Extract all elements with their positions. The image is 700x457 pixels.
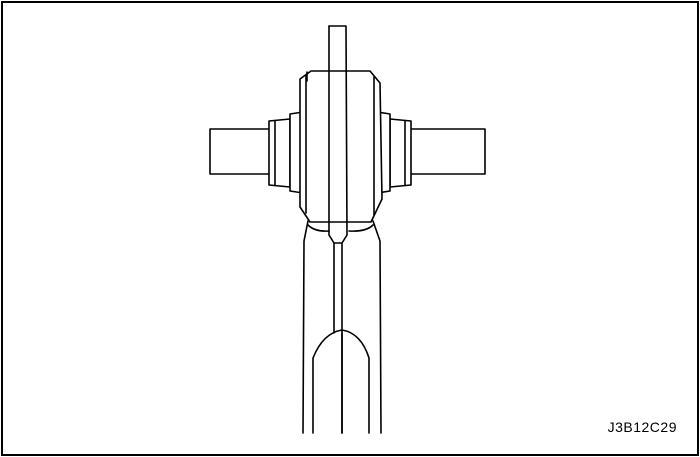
left-shaft — [209, 128, 272, 175]
center-rod — [328, 25, 348, 434]
right-shaft — [406, 128, 486, 175]
hub-block — [299, 70, 383, 223]
technical-illustration — [209, 25, 486, 434]
figure-code: J3B12C29 — [607, 419, 677, 435]
left-bushing — [268, 111, 304, 194]
